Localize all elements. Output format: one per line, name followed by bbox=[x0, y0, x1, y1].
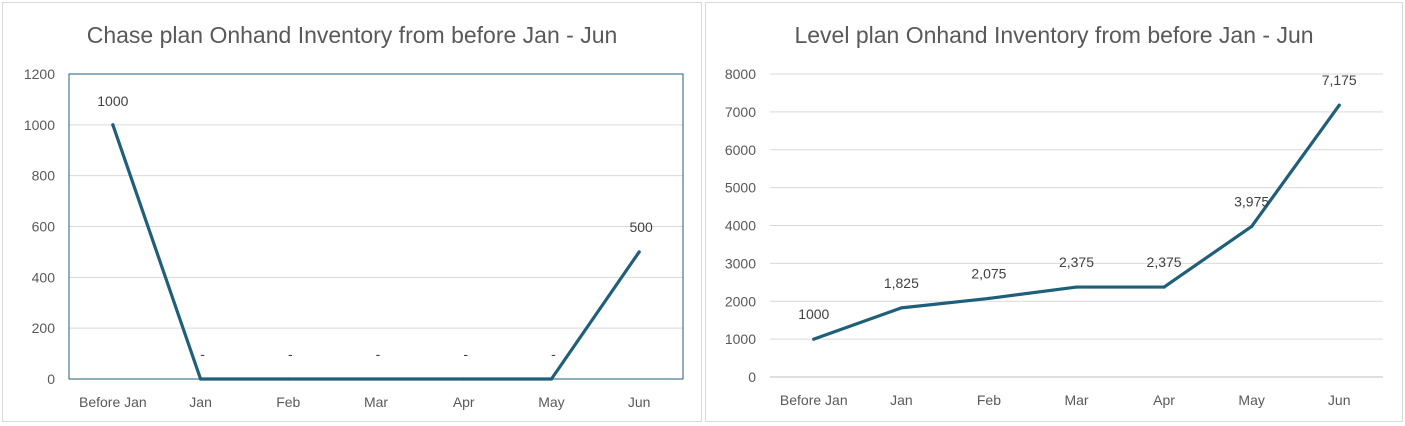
y-tick-label: 0 bbox=[748, 369, 756, 385]
data-point bbox=[198, 377, 203, 381]
series-line bbox=[812, 103, 1341, 341]
y-tick-label: 200 bbox=[32, 320, 56, 336]
x-tick-label: Mar bbox=[1064, 392, 1088, 408]
y-tick-label: 3000 bbox=[725, 255, 756, 271]
series-line bbox=[111, 123, 641, 381]
chase-plan-plot: 0 200 400 600 800 1000 1200 Before Jan Jan Feb Mar… bbox=[24, 66, 684, 410]
y-tick-label: 800 bbox=[32, 168, 56, 184]
data-point bbox=[374, 377, 378, 381]
x-tick-label: Feb bbox=[276, 394, 300, 410]
data-point bbox=[1162, 285, 1166, 289]
data-point bbox=[1250, 224, 1254, 229]
data-label: 7,175 bbox=[1322, 72, 1357, 88]
y-tick-label: 600 bbox=[32, 219, 56, 235]
data-label: - bbox=[200, 346, 205, 362]
x-tick-label: Jun bbox=[1328, 392, 1351, 408]
data-point bbox=[637, 250, 641, 254]
data-label: 2,075 bbox=[971, 265, 1006, 281]
chase-plan-chart: Chase plan Onhand Inventory from before … bbox=[2, 2, 702, 422]
data-label: 2,375 bbox=[1059, 254, 1094, 270]
data-point bbox=[1337, 103, 1341, 107]
x-tick-label: Jun bbox=[628, 394, 651, 410]
data-point bbox=[812, 337, 816, 341]
y-tick-label: 1000 bbox=[24, 117, 55, 133]
chart-title: Chase plan Onhand Inventory from before … bbox=[86, 22, 618, 48]
y-tick-label: 5000 bbox=[725, 180, 756, 196]
y-tick-label: 7000 bbox=[725, 104, 756, 120]
y-tick-label: 1000 bbox=[725, 331, 756, 347]
data-label: - bbox=[288, 346, 293, 362]
y-tick-label: 4000 bbox=[725, 218, 756, 234]
data-label: 500 bbox=[629, 219, 653, 235]
data-label: 1000 bbox=[97, 93, 128, 109]
x-tick-label: Feb bbox=[977, 392, 1001, 408]
x-tick-label: May bbox=[538, 394, 564, 410]
y-tick-label: 1200 bbox=[24, 66, 55, 82]
y-tick-label: 0 bbox=[47, 371, 55, 387]
data-point bbox=[462, 377, 466, 381]
data-point bbox=[111, 123, 115, 127]
x-tick-label: Jan bbox=[890, 392, 913, 408]
x-tick-label: Apr bbox=[453, 394, 475, 410]
x-tick-label: Jan bbox=[189, 394, 212, 410]
y-tick-label: 6000 bbox=[725, 142, 756, 158]
data-point bbox=[899, 306, 903, 310]
y-tick-label: 400 bbox=[32, 269, 56, 285]
y-tick-label: 2000 bbox=[725, 293, 756, 309]
data-point bbox=[286, 377, 290, 381]
data-label: - bbox=[376, 346, 381, 362]
data-point bbox=[987, 296, 991, 301]
y-tick-label: 8000 bbox=[725, 66, 756, 82]
data-label: 1,825 bbox=[884, 275, 919, 291]
x-tick-label: Before Jan bbox=[79, 394, 147, 410]
x-tick-label: May bbox=[1238, 392, 1264, 408]
x-tick-label: Before Jan bbox=[780, 392, 848, 408]
x-tick-label: Apr bbox=[1153, 392, 1175, 408]
data-point bbox=[549, 377, 554, 381]
data-label: 3,975 bbox=[1234, 193, 1269, 209]
chart-title: Level plan Onhand Inventory from before … bbox=[794, 22, 1314, 48]
level-plan-plot: 0 1000 2000 3000 4000 5000 6000 7000 8000 Before … bbox=[725, 66, 1383, 408]
data-label: - bbox=[551, 346, 556, 362]
data-label: - bbox=[463, 346, 468, 362]
data-label: 2,375 bbox=[1147, 254, 1182, 270]
data-point bbox=[1074, 285, 1079, 289]
level-plan-chart: Level plan Onhand Inventory from before … bbox=[705, 2, 1403, 422]
data-label: 1000 bbox=[798, 306, 829, 322]
x-tick-label: Mar bbox=[364, 394, 388, 410]
